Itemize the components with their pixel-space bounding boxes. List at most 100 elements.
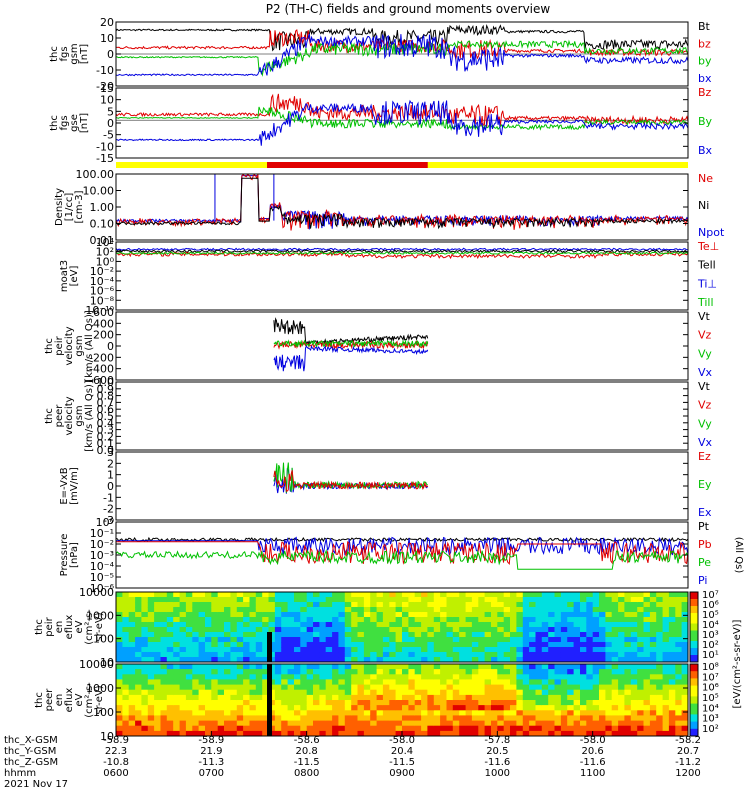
legend-7-1: Pb — [698, 538, 712, 551]
x-date-label: 2021 Nov 17 — [4, 779, 68, 790]
ytick-label-8-3: 10 — [100, 656, 114, 669]
data-gap-8 — [267, 632, 273, 662]
panel-fgs-gsm: 20 10 0 -10 -20 thc fgs gsm [nT] Bt bz by bx — [49, 16, 712, 93]
series-Pt — [115, 536, 689, 543]
series-Till — [115, 251, 689, 255]
x-tick-t-0: 0600 — [103, 768, 128, 779]
spectrogram-9 — [116, 664, 689, 737]
legend-5-3: Vx — [698, 436, 713, 449]
colorbar-tick-8-4: 10³ — [702, 630, 719, 641]
panel-peer-velocity: 1.00.90.80.70.60.50.40.30.20.10.0 thc peer… — [44, 376, 713, 457]
colorbar-tick-9-1: 10⁷ — [702, 672, 719, 683]
ylabel-8-1: peir — [44, 616, 55, 636]
ytick-label-2-1: 10.00 — [83, 185, 115, 198]
x-tick-t-1: 0700 — [199, 768, 224, 779]
series-Pb — [116, 540, 689, 565]
ytick-label-6-0: 3 — [107, 446, 114, 459]
legend-7-3: Pi — [698, 574, 707, 587]
legend-3-1: Tell — [697, 259, 716, 272]
ytick-label-5-10: 0.0 — [97, 444, 115, 457]
panel-frame-3 — [115, 241, 689, 311]
x-tick-t-3: 0900 — [389, 768, 414, 779]
legend-7-2: Pe — [698, 556, 711, 569]
ytick-label-4-2: 200 — [93, 329, 114, 342]
colorbar-frame-9 — [689, 663, 699, 737]
legend-0-2: by — [698, 55, 712, 68]
legend-4-0: Vt — [698, 310, 711, 323]
legend-4-1: Vz — [698, 329, 712, 342]
ylabel-9-5: (cm²-s- — [84, 682, 95, 718]
ylabel-4-1: peir — [54, 335, 65, 355]
ytick-label-7-5: 10⁻⁵ — [90, 571, 114, 584]
legend-2-0: Ne — [698, 172, 713, 185]
legend-0-0: Bt — [698, 20, 711, 33]
x-tick-x-4: -57.8 — [484, 735, 510, 746]
x-tick-x-3: -58.0 — [389, 735, 415, 746]
ytick-label-3-1: 10² — [96, 246, 114, 259]
ytick-label-9-3: 10 — [100, 730, 114, 743]
ytick-label-4-5: -400 — [89, 363, 114, 376]
ytick-label-5-5: 0.5 — [97, 410, 115, 423]
ytick-label-3-0: 10⁴ — [96, 236, 115, 249]
x-tick-z-0: -10.8 — [103, 757, 129, 768]
ylabel-1-1: fgs — [59, 115, 70, 130]
pressure-right-label: (All Qs) — [733, 537, 744, 574]
ytick-label-3-2: 10⁰ — [96, 255, 115, 268]
series-bx-1 — [116, 99, 689, 146]
ylabel-0-0: thc — [49, 46, 60, 62]
series-Ni — [115, 177, 689, 230]
ytick-label-1-4: -5 — [103, 129, 114, 142]
ytick-label-4-6: -600 — [89, 374, 114, 387]
ytick-label-3-4: 10⁻⁴ — [90, 275, 115, 288]
x-row-label-2: thc_Z-GSM — [4, 757, 58, 768]
legend-2-2: Npot — [698, 226, 725, 239]
ytick-label-3-3: 10⁻² — [90, 265, 114, 278]
ytick-label-9-1: 1000 — [86, 682, 114, 695]
x-tick-z-1: -11.3 — [198, 757, 224, 768]
ylabel-4-3: gsm — [74, 335, 85, 356]
colorbar-9 — [690, 664, 698, 737]
ytick-label-1-0: 15 — [100, 82, 114, 95]
ylabel-8-2: en — [54, 621, 65, 634]
ylabel-2-2: [cm-3] — [74, 190, 85, 223]
series-peir-Vy — [273, 339, 429, 349]
ytick-label-5-1: 0.9 — [97, 383, 115, 396]
ytick-label-1-3: 0 — [107, 117, 114, 130]
x-tick-y-0: 22.3 — [105, 746, 127, 757]
ytick-label-3-7: 10⁻¹⁰ — [85, 304, 114, 317]
x-tick-y-1: 21.9 — [200, 746, 222, 757]
legend-5-1: Vz — [698, 399, 712, 412]
ylabel-9-4: eV — [74, 693, 85, 706]
colorbar-label: [eV/(cm²-s-sr-eV)] — [732, 619, 743, 708]
ytick-label-4-0: 600 — [93, 306, 114, 319]
series-bx-0 — [115, 33, 689, 77]
ylabel-9-1: peer — [44, 688, 55, 712]
ylabel-3-1: [eV] — [69, 266, 80, 287]
x-tick-t-6: 1200 — [675, 768, 700, 779]
ytick-label-5-9: 0.1 — [97, 437, 115, 450]
legend-3-2: Ti⊥ — [697, 277, 717, 290]
series-Ez — [273, 470, 429, 492]
x-tick-y-5: 20.6 — [582, 746, 604, 757]
series-Pe — [115, 548, 689, 570]
ytick-label-9-2: 100 — [93, 706, 114, 719]
legend-5-0: Vt — [698, 380, 711, 393]
ylabel-8-4: eV — [74, 620, 85, 633]
colorbar-tick-9-0: 10⁸ — [702, 662, 719, 673]
ytick-label-1-2: 5 — [107, 105, 114, 118]
ylabel-7-0: Pressure — [59, 534, 70, 577]
x-tick-z-2: -11.5 — [294, 757, 320, 768]
ytick-label-6-3: 0 — [107, 480, 114, 493]
legend-7-0: Pt — [698, 520, 710, 533]
ylabel-5-1: peer — [54, 404, 65, 428]
ylabel-8-5: (cm²-s- — [84, 609, 95, 645]
ylabel-2-0: Density — [54, 188, 65, 226]
x-tick-t-2: 0800 — [294, 768, 319, 779]
ytick-label-9-0: 10000 — [79, 658, 114, 671]
